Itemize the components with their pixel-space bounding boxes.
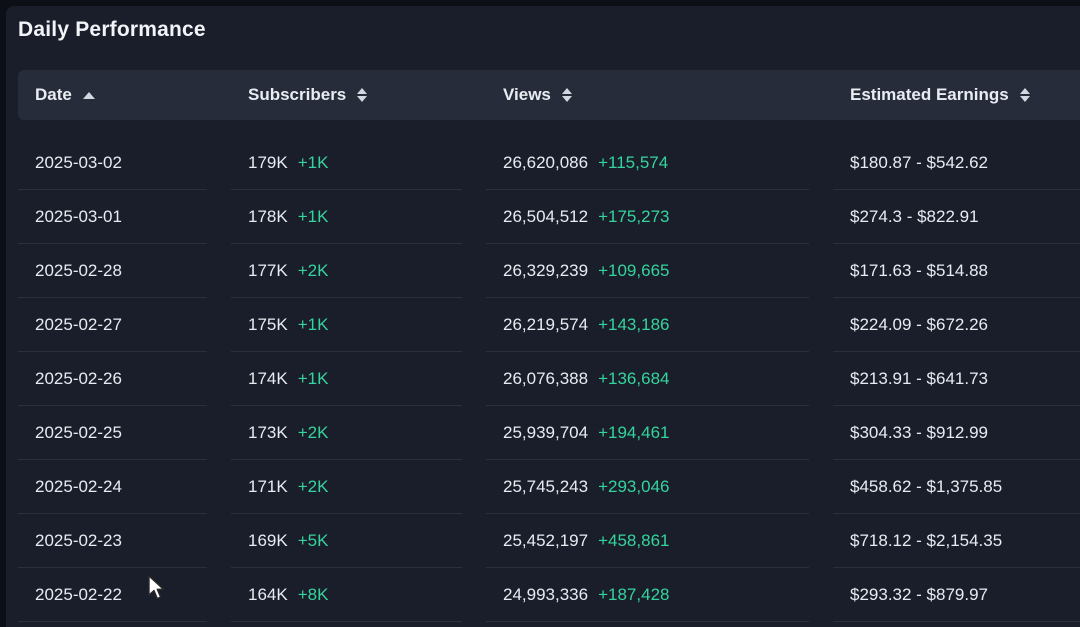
earnings-range-value: $274.3 - $822.91 [850,206,979,226]
views-value: 24,993,336 [503,584,589,604]
subscribers-value: 169K [248,530,288,550]
sort-icon [1019,88,1030,102]
date-value: 2025-02-24 [35,476,122,496]
date-value: 2025-02-27 [35,314,122,334]
earnings-range-value: $718.12 - $2,154.35 [850,530,1003,550]
column-header-label: Views [503,85,551,104]
subscribers-delta: +2K [297,422,329,442]
earnings-range-value: $224.09 - $672.26 [850,314,989,334]
earnings-range-value: $458.62 - $1,375.85 [850,476,1003,496]
subscribers-value: 178K [248,206,288,226]
views-delta: +458,861 [598,530,670,550]
column-header-date[interactable]: Date [18,70,207,120]
table-row: 2025-02-27 175K +1K 26,219,574 +143,186 … [18,298,1080,352]
subscribers-value: 173K [248,422,288,442]
earnings-range-value: $180.87 - $542.62 [850,152,989,172]
table-row: 2025-02-24 171K +2K 25,745,243 +293,046 … [18,460,1080,514]
sort-ascending-icon [82,91,95,99]
table-row: 2025-02-25 173K +2K 25,939,704 +194,461 … [18,406,1080,460]
views-delta: +143,186 [598,314,670,334]
subscribers-value: 177K [248,260,288,280]
date-value: 2025-02-25 [35,422,122,442]
views-value: 25,939,704 [503,422,589,442]
subscribers-delta: +2K [297,260,329,280]
column-header-estimated-earnings[interactable]: Estimated Earnings [833,70,1080,120]
views-delta: +175,273 [598,206,670,226]
table-row: 2025-02-23 169K +5K 25,452,197 +458,861 … [18,514,1080,568]
views-value: 25,452,197 [503,530,589,550]
views-value: 26,219,574 [503,314,589,334]
page-title: Daily Performance [18,18,206,41]
views-delta: +194,461 [598,422,670,442]
subscribers-delta: +1K [297,206,329,226]
table-body: 2025-03-02 179K +1K 26,620,086 +115,574 … [18,136,1080,622]
views-value: 26,620,086 [503,152,589,172]
views-value: 26,504,512 [503,206,589,226]
table-row: 2025-02-22 164K +8K 24,993,336 +187,428 … [18,568,1080,622]
subscribers-delta: +1K [297,368,329,388]
column-header-label: Estimated Earnings [850,85,1009,104]
subscribers-delta: +5K [297,530,329,550]
sort-icon [357,88,368,102]
views-value: 26,329,239 [503,260,589,280]
table-row: 2025-03-02 179K +1K 26,620,086 +115,574 … [18,136,1080,190]
performance-table: Date Subscribers Views Estimated Earning… [18,70,1080,627]
earnings-range-value: $304.33 - $912.99 [850,422,989,442]
table-header-row: Date Subscribers Views Estimated Earning… [18,70,1080,120]
date-value: 2025-02-22 [35,584,122,604]
views-delta: +187,428 [598,584,670,604]
earnings-range-value: $213.91 - $641.73 [850,368,989,388]
subscribers-delta: +1K [297,314,329,334]
subscribers-value: 171K [248,476,288,496]
date-value: 2025-02-26 [35,368,122,388]
date-value: 2025-03-01 [35,206,122,226]
subscribers-delta: +8K [297,584,329,604]
date-value: 2025-02-28 [35,260,122,280]
subscribers-value: 164K [248,584,288,604]
subscribers-value: 175K [248,314,288,334]
sort-icon [561,88,572,102]
column-header-label: Subscribers [248,85,347,104]
earnings-range-value: $293.32 - $879.97 [850,584,989,604]
subscribers-value: 179K [248,152,288,172]
views-delta: +109,665 [598,260,670,280]
subscribers-value: 174K [248,368,288,388]
subscribers-delta: +1K [297,152,329,172]
date-value: 2025-02-23 [35,530,122,550]
earnings-range-value: $171.63 - $514.88 [850,260,989,280]
column-header-views[interactable]: Views [486,70,809,120]
views-delta: +115,574 [598,152,669,172]
table-row: 2025-02-26 174K +1K 26,076,388 +136,684 … [18,352,1080,406]
table-row: 2025-03-01 178K +1K 26,504,512 +175,273 … [18,190,1080,244]
views-value: 25,745,243 [503,476,589,496]
column-header-subscribers[interactable]: Subscribers [231,70,462,120]
daily-performance-card: Daily Performance Date Subscribers Views… [6,6,1080,627]
table-row: 2025-02-28 177K +2K 26,329,239 +109,665 … [18,244,1080,298]
date-value: 2025-03-02 [35,152,122,172]
subscribers-delta: +2K [297,476,329,496]
views-value: 26,076,388 [503,368,589,388]
views-delta: +293,046 [598,476,670,496]
views-delta: +136,684 [598,368,670,388]
column-header-label: Date [35,85,72,104]
